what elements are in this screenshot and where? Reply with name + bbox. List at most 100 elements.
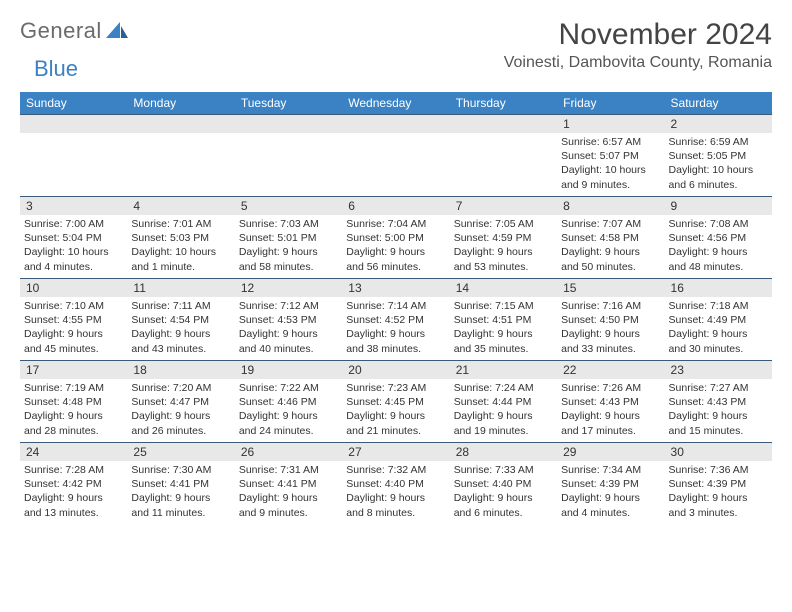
day-line: and 35 minutes.: [454, 342, 553, 356]
day-content: Sunrise: 7:20 AMSunset: 4:47 PMDaylight:…: [127, 379, 234, 442]
day-content: Sunrise: 7:31 AMSunset: 4:41 PMDaylight:…: [235, 461, 342, 524]
day-content: Sunrise: 7:04 AMSunset: 5:00 PMDaylight:…: [342, 215, 449, 278]
day-line: Sunset: 4:55 PM: [24, 313, 123, 327]
day-number: [235, 115, 342, 133]
day-number: 14: [450, 279, 557, 297]
calendar-cell: [127, 115, 234, 197]
day-content: Sunrise: 7:00 AMSunset: 5:04 PMDaylight:…: [20, 215, 127, 278]
day-number: 15: [557, 279, 664, 297]
day-content: Sunrise: 7:23 AMSunset: 4:45 PMDaylight:…: [342, 379, 449, 442]
day-line: Sunrise: 7:04 AM: [346, 217, 445, 231]
calendar-cell: [235, 115, 342, 197]
calendar-cell: [20, 115, 127, 197]
day-line: Sunset: 4:51 PM: [454, 313, 553, 327]
day-content: [235, 133, 342, 139]
day-line: Sunset: 4:52 PM: [346, 313, 445, 327]
day-line: Daylight: 9 hours: [346, 409, 445, 423]
day-line: Daylight: 9 hours: [239, 245, 338, 259]
day-number: 11: [127, 279, 234, 297]
calendar-cell: 3Sunrise: 7:00 AMSunset: 5:04 PMDaylight…: [20, 197, 127, 279]
day-line: Sunset: 5:05 PM: [669, 149, 768, 163]
day-line: and 28 minutes.: [24, 424, 123, 438]
day-line: Sunset: 4:56 PM: [669, 231, 768, 245]
day-line: Daylight: 9 hours: [561, 409, 660, 423]
day-line: Sunset: 4:43 PM: [561, 395, 660, 409]
calendar-cell: 15Sunrise: 7:16 AMSunset: 4:50 PMDayligh…: [557, 279, 664, 361]
calendar-cell: 7Sunrise: 7:05 AMSunset: 4:59 PMDaylight…: [450, 197, 557, 279]
day-line: and 56 minutes.: [346, 260, 445, 274]
day-number: 23: [665, 361, 772, 379]
day-number: [127, 115, 234, 133]
day-number: 6: [342, 197, 449, 215]
day-line: Sunrise: 7:23 AM: [346, 381, 445, 395]
day-number: 29: [557, 443, 664, 461]
day-line: Sunrise: 7:27 AM: [669, 381, 768, 395]
calendar-cell: 20Sunrise: 7:23 AMSunset: 4:45 PMDayligh…: [342, 361, 449, 443]
day-line: Sunrise: 7:22 AM: [239, 381, 338, 395]
calendar-cell: 28Sunrise: 7:33 AMSunset: 4:40 PMDayligh…: [450, 443, 557, 525]
day-number: [450, 115, 557, 133]
day-number: 24: [20, 443, 127, 461]
day-line: and 3 minutes.: [669, 506, 768, 520]
day-line: Daylight: 10 hours: [561, 163, 660, 177]
calendar-cell: 22Sunrise: 7:26 AMSunset: 4:43 PMDayligh…: [557, 361, 664, 443]
day-line: Sunset: 4:42 PM: [24, 477, 123, 491]
day-line: and 58 minutes.: [239, 260, 338, 274]
day-line: Sunset: 4:41 PM: [239, 477, 338, 491]
day-line: and 4 minutes.: [24, 260, 123, 274]
day-line: Sunrise: 7:30 AM: [131, 463, 230, 477]
day-line: Sunrise: 7:12 AM: [239, 299, 338, 313]
day-content: Sunrise: 7:15 AMSunset: 4:51 PMDaylight:…: [450, 297, 557, 360]
day-content: Sunrise: 7:19 AMSunset: 4:48 PMDaylight:…: [20, 379, 127, 442]
day-line: Sunrise: 7:20 AM: [131, 381, 230, 395]
day-line: and 50 minutes.: [561, 260, 660, 274]
day-number: 12: [235, 279, 342, 297]
day-line: Sunrise: 7:32 AM: [346, 463, 445, 477]
calendar-cell: 4Sunrise: 7:01 AMSunset: 5:03 PMDaylight…: [127, 197, 234, 279]
day-line: Sunset: 4:49 PM: [669, 313, 768, 327]
calendar-cell: 9Sunrise: 7:08 AMSunset: 4:56 PMDaylight…: [665, 197, 772, 279]
day-number: 22: [557, 361, 664, 379]
day-number: 9: [665, 197, 772, 215]
calendar-cell: 14Sunrise: 7:15 AMSunset: 4:51 PMDayligh…: [450, 279, 557, 361]
day-line: Daylight: 9 hours: [346, 491, 445, 505]
calendar-cell: 30Sunrise: 7:36 AMSunset: 4:39 PMDayligh…: [665, 443, 772, 525]
calendar-cell: 13Sunrise: 7:14 AMSunset: 4:52 PMDayligh…: [342, 279, 449, 361]
calendar-cell: 6Sunrise: 7:04 AMSunset: 5:00 PMDaylight…: [342, 197, 449, 279]
calendar-cell: 11Sunrise: 7:11 AMSunset: 4:54 PMDayligh…: [127, 279, 234, 361]
day-line: Sunrise: 7:00 AM: [24, 217, 123, 231]
calendar-cell: 18Sunrise: 7:20 AMSunset: 4:47 PMDayligh…: [127, 361, 234, 443]
calendar-cell: 10Sunrise: 7:10 AMSunset: 4:55 PMDayligh…: [20, 279, 127, 361]
weekday-header-row: Sunday Monday Tuesday Wednesday Thursday…: [20, 92, 772, 115]
calendar-row: 24Sunrise: 7:28 AMSunset: 4:42 PMDayligh…: [20, 443, 772, 525]
day-line: Daylight: 9 hours: [239, 409, 338, 423]
day-line: and 9 minutes.: [239, 506, 338, 520]
day-line: Daylight: 9 hours: [24, 327, 123, 341]
day-line: and 38 minutes.: [346, 342, 445, 356]
day-line: and 9 minutes.: [561, 178, 660, 192]
day-content: Sunrise: 7:07 AMSunset: 4:58 PMDaylight:…: [557, 215, 664, 278]
logo: General: [20, 18, 128, 44]
day-line: Sunset: 5:03 PM: [131, 231, 230, 245]
calendar-cell: 5Sunrise: 7:03 AMSunset: 5:01 PMDaylight…: [235, 197, 342, 279]
day-line: Sunset: 4:40 PM: [454, 477, 553, 491]
day-content: Sunrise: 7:03 AMSunset: 5:01 PMDaylight:…: [235, 215, 342, 278]
day-line: Daylight: 9 hours: [24, 491, 123, 505]
day-line: Sunrise: 7:08 AM: [669, 217, 768, 231]
day-line: and 6 minutes.: [454, 506, 553, 520]
day-line: and 24 minutes.: [239, 424, 338, 438]
day-line: Daylight: 9 hours: [561, 245, 660, 259]
day-line: and 15 minutes.: [669, 424, 768, 438]
day-content: Sunrise: 7:32 AMSunset: 4:40 PMDaylight:…: [342, 461, 449, 524]
day-line: Daylight: 9 hours: [561, 491, 660, 505]
day-content: Sunrise: 7:22 AMSunset: 4:46 PMDaylight:…: [235, 379, 342, 442]
day-line: Sunrise: 7:31 AM: [239, 463, 338, 477]
day-line: Daylight: 9 hours: [454, 327, 553, 341]
day-line: Sunset: 4:46 PM: [239, 395, 338, 409]
day-content: [450, 133, 557, 139]
weekday-header: Sunday: [20, 92, 127, 115]
day-line: Daylight: 9 hours: [24, 409, 123, 423]
calendar-cell: [450, 115, 557, 197]
calendar-cell: 29Sunrise: 7:34 AMSunset: 4:39 PMDayligh…: [557, 443, 664, 525]
day-line: and 4 minutes.: [561, 506, 660, 520]
